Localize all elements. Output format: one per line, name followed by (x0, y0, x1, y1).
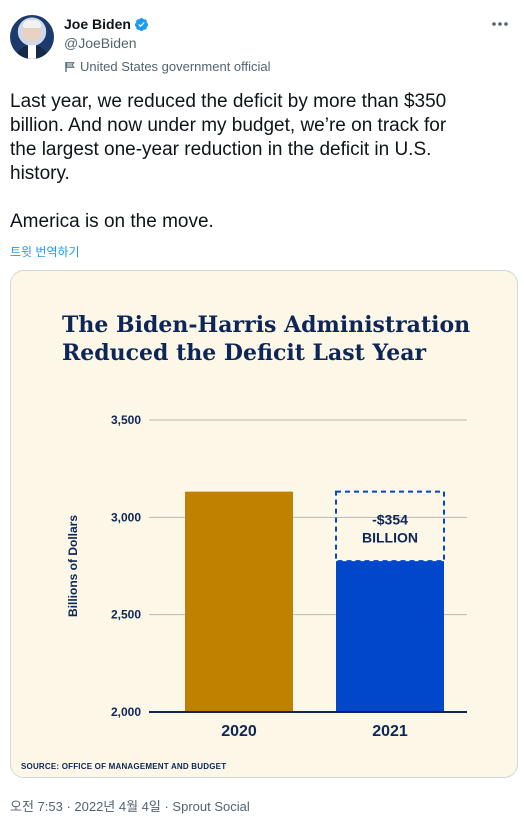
tweet-media-chart[interactable]: The Biden-Harris Administration Reduced … (10, 270, 518, 778)
tweet-timestamp[interactable]: 오전 7:53 · 2022년 4월 4일 · Sprout Social (10, 799, 250, 814)
translate-tweet-link[interactable]: 트윗 번역하기 (10, 245, 80, 259)
tweet-text: Last year, we reduced the deficit by mor… (10, 90, 510, 234)
tweet-header: Joe Biden @JoeBiden United States govern… (10, 12, 514, 74)
tweet-text-paragraph: America is on the move. (10, 211, 214, 232)
x-tick-label: 2021 (372, 723, 408, 740)
chart-title: The Biden-Harris Administration Reduced … (62, 311, 482, 367)
chart-title-line: Reduced the Deficit Last Year (62, 340, 427, 366)
bar-chart: 2,000 2,500 3,000 3,500 Billions of Dollars 2… (66, 413, 467, 740)
tweet-text-paragraph: Last year, we reduced the deficit by mor… (10, 91, 447, 184)
more-icon[interactable] (490, 16, 510, 32)
reduction-annotation: -$354 (372, 512, 408, 528)
avatar[interactable] (10, 15, 54, 59)
verified-badge-icon (134, 17, 148, 31)
bar-2021 (336, 561, 444, 712)
affiliation-label: United States government official (64, 59, 271, 74)
y-tick-label: 2,500 (111, 608, 141, 622)
author-name[interactable]: Joe Biden (64, 16, 131, 32)
chart-title-line: The Biden-Harris Administration (62, 312, 471, 338)
y-tick-label: 3,500 (111, 413, 141, 427)
x-tick-label: 2020 (221, 723, 257, 740)
author-row: Joe Biden (64, 16, 149, 32)
y-axis-label: Billions of Dollars (66, 515, 80, 617)
affiliation-text: United States government official (80, 59, 271, 74)
bar-2020 (185, 491, 293, 712)
reduction-outline (335, 490, 445, 563)
reduction-annotation: BILLION (362, 530, 418, 546)
y-tick-label: 3,000 (111, 510, 141, 524)
flag-icon (65, 61, 75, 72)
y-tick-label: 2,000 (111, 705, 141, 719)
chart-source: SOURCE: OFFICE OF MANAGEMENT AND BUDGET (21, 762, 227, 771)
author-handle[interactable]: @JoeBiden (64, 35, 137, 51)
